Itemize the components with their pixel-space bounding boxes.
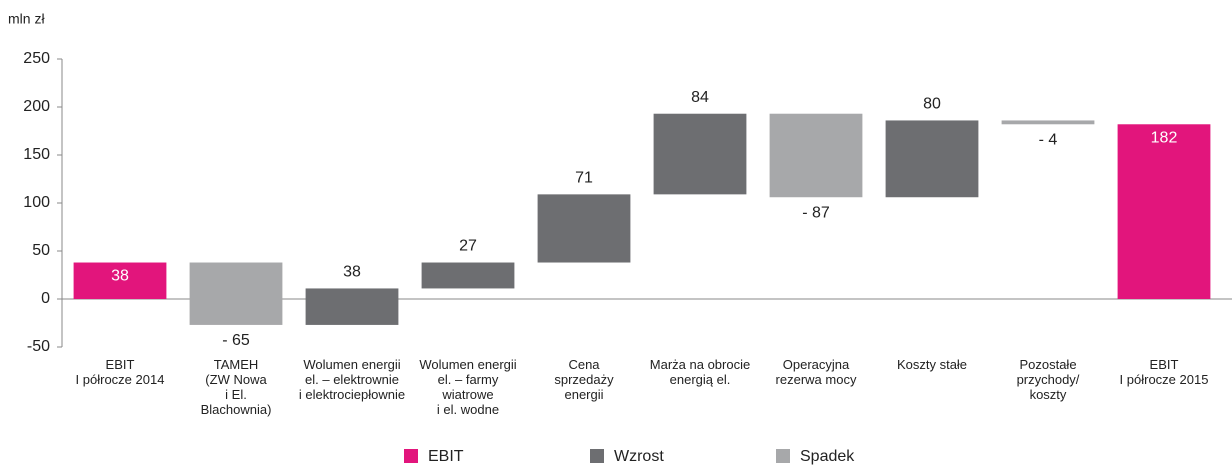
x-tick-label: Wolumen energii el. – elektrownie i elek…	[298, 357, 406, 402]
value-label: 38	[111, 268, 129, 285]
y-tick-label: 0	[41, 290, 50, 307]
bar	[769, 113, 863, 198]
bar	[189, 262, 283, 325]
y-tick-label: -50	[27, 338, 50, 355]
legend-swatch	[776, 449, 790, 463]
legend-label: Wzrost	[614, 448, 664, 465]
value-label: 38	[343, 264, 361, 281]
value-label: 80	[923, 96, 941, 113]
value-label: 84	[691, 89, 709, 106]
value-label: - 65	[222, 332, 250, 349]
y-tick-label: 100	[23, 194, 50, 211]
x-tick-label: Koszty stałe	[896, 357, 968, 372]
value-label: - 4	[1039, 131, 1058, 148]
bar	[885, 120, 979, 198]
unit-label: mln zł	[8, 11, 45, 27]
x-tick-label: Marża na obrocie energią el.	[649, 357, 751, 387]
legend-label: EBIT	[428, 448, 464, 465]
value-label: 71	[575, 170, 593, 187]
y-tick-label: 150	[23, 146, 50, 163]
y-tick-label: 50	[32, 242, 50, 259]
y-tick-label: 250	[23, 50, 50, 67]
legend-swatch	[590, 449, 604, 463]
x-tick-label: EBIT I półrocze 2014	[75, 357, 165, 387]
value-label: 27	[459, 238, 477, 255]
x-tick-label: Wolumen energii el. – farmy wiatrowe i e…	[419, 357, 517, 417]
x-tick-label: TAMEH (ZW Nowa i El. Blachownia)	[200, 357, 272, 417]
x-tick-label: EBIT I półrocze 2015	[1119, 357, 1209, 387]
y-tick-label: 200	[23, 98, 50, 115]
bar	[1001, 120, 1095, 125]
x-tick-label: Operacyjna rezerwa mocy	[775, 357, 857, 387]
x-tick-label: Cena sprzedaży energii	[554, 357, 614, 402]
bar	[73, 262, 167, 299]
legend-swatch	[404, 449, 418, 463]
value-label: 182	[1151, 129, 1178, 146]
legend-label: Spadek	[800, 448, 855, 465]
value-label: - 87	[802, 204, 830, 221]
bar	[537, 194, 631, 263]
bar	[421, 262, 515, 289]
bar	[305, 288, 399, 325]
bar	[653, 113, 747, 195]
bar	[1117, 124, 1211, 299]
x-tick-label: Pozostałe przychody/ koszty	[1016, 357, 1080, 402]
